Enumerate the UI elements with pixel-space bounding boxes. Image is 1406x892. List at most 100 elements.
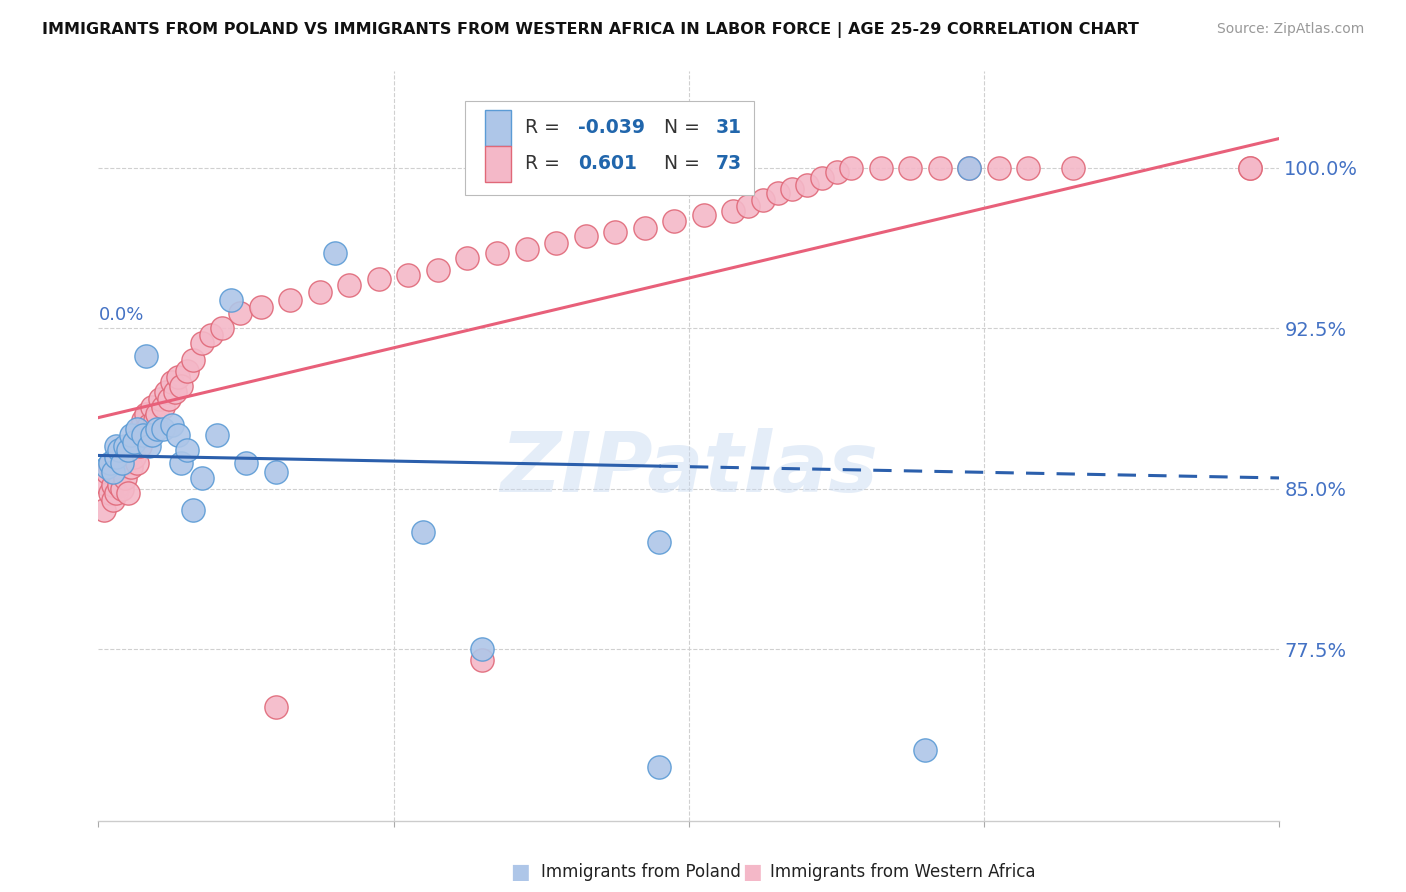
Point	[105, 439, 128, 453]
Point	[120, 460, 142, 475]
Point	[125, 422, 148, 436]
Point	[693, 208, 716, 222]
Point	[264, 700, 287, 714]
Point	[782, 182, 804, 196]
Text: 73: 73	[716, 154, 742, 173]
Point	[117, 450, 139, 464]
Point	[128, 439, 150, 453]
Point	[810, 171, 832, 186]
Point	[132, 413, 155, 427]
Point	[870, 161, 893, 175]
Text: 0.601: 0.601	[578, 154, 637, 173]
Point	[546, 235, 568, 250]
Point	[648, 535, 671, 549]
Point	[914, 743, 936, 757]
Text: Immigrants from Western Africa: Immigrants from Western Africa	[770, 863, 1036, 881]
Point	[103, 465, 125, 479]
Point	[398, 268, 420, 282]
Point	[132, 428, 155, 442]
Point	[368, 272, 391, 286]
Point	[128, 422, 150, 436]
Point	[146, 407, 169, 421]
Text: 0.0%: 0.0%	[98, 306, 143, 324]
Point	[114, 471, 136, 485]
Point	[138, 417, 160, 432]
Point	[122, 434, 145, 449]
Text: -0.039: -0.039	[578, 118, 645, 137]
Point	[96, 465, 118, 479]
Text: ■: ■	[742, 863, 762, 882]
Point	[1062, 161, 1084, 175]
Point	[108, 443, 131, 458]
Point	[105, 465, 128, 479]
Point	[103, 477, 125, 491]
Point	[162, 375, 183, 389]
Point	[929, 161, 952, 175]
Point	[200, 327, 222, 342]
Point	[959, 161, 981, 175]
Point	[191, 471, 214, 485]
Point	[323, 246, 346, 260]
Point	[98, 486, 121, 500]
Point	[157, 392, 180, 406]
Point	[825, 165, 848, 179]
Point	[120, 439, 142, 453]
Point	[152, 401, 174, 415]
Point	[648, 760, 671, 774]
Point	[191, 336, 214, 351]
Point	[634, 220, 657, 235]
Text: Immigrants from Poland: Immigrants from Poland	[541, 863, 741, 881]
Point	[796, 178, 818, 192]
Point	[132, 428, 155, 442]
Text: ZIPatlas: ZIPatlas	[501, 428, 877, 509]
Point	[457, 251, 479, 265]
Point	[959, 161, 981, 175]
Point	[122, 450, 145, 464]
Point	[135, 407, 157, 421]
Text: R =: R =	[524, 118, 565, 137]
Point	[96, 477, 118, 491]
Point	[1239, 161, 1261, 175]
Point	[841, 161, 863, 175]
Point	[752, 193, 775, 207]
Point	[1018, 161, 1040, 175]
Point	[108, 477, 131, 491]
Point	[135, 422, 157, 436]
Point	[412, 524, 434, 539]
Point	[471, 653, 494, 667]
Point	[149, 392, 172, 406]
Point	[105, 450, 128, 464]
Point	[111, 482, 134, 496]
Text: N =: N =	[664, 154, 706, 173]
Point	[114, 456, 136, 470]
Point	[117, 443, 139, 458]
Point	[120, 428, 142, 442]
Point	[988, 161, 1011, 175]
Text: IMMIGRANTS FROM POLAND VS IMMIGRANTS FROM WESTERN AFRICA IN LABOR FORCE | AGE 25: IMMIGRANTS FROM POLAND VS IMMIGRANTS FRO…	[42, 22, 1139, 38]
Point	[427, 263, 450, 277]
Point	[125, 428, 148, 442]
Point	[152, 422, 174, 436]
Point	[141, 401, 163, 415]
Point	[141, 428, 163, 442]
Text: 31: 31	[716, 118, 742, 137]
Point	[664, 214, 686, 228]
Point	[181, 353, 204, 368]
Point	[165, 385, 187, 400]
Point	[211, 321, 233, 335]
Point	[575, 229, 598, 244]
Point	[309, 285, 332, 299]
Point	[146, 422, 169, 436]
Point	[162, 417, 183, 432]
Point	[170, 379, 193, 393]
Point	[111, 456, 134, 470]
Point	[103, 465, 125, 479]
Text: ■: ■	[510, 863, 530, 882]
FancyBboxPatch shape	[464, 102, 754, 195]
Point	[280, 293, 302, 308]
Point	[96, 460, 118, 475]
Point	[737, 199, 759, 213]
Point	[176, 364, 198, 378]
Point	[117, 486, 139, 500]
Point	[170, 456, 193, 470]
